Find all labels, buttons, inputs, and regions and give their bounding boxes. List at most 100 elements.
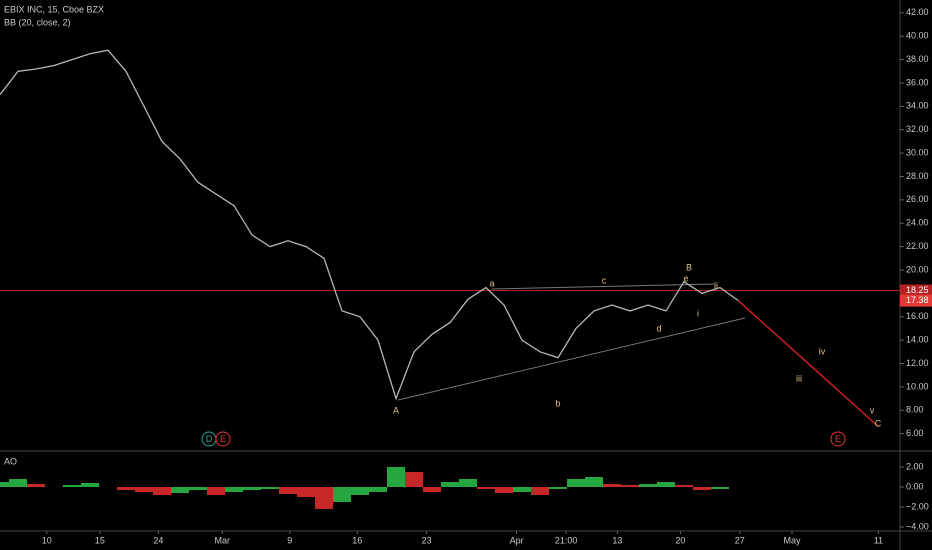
ao-bar [585, 477, 603, 487]
x-tick-label: Mar [215, 535, 231, 545]
marker-label: E [835, 434, 841, 444]
x-tick-label: Apr [510, 535, 524, 545]
ao-bar [9, 479, 27, 487]
trendline [491, 283, 716, 290]
y-tick-label: 42.00 [906, 7, 929, 17]
x-tick-label: 11 [874, 535, 883, 545]
y-tick-label: 36.00 [906, 77, 929, 87]
marker-label: D [206, 434, 213, 444]
wave-label: c [602, 275, 607, 285]
x-tick-label: 24 [153, 535, 163, 545]
ao-bar [441, 482, 459, 487]
ao-bar [225, 487, 243, 492]
y-tick-label: 38.00 [906, 54, 929, 64]
x-tick-label: 9 [287, 535, 292, 545]
y-tick-label: 20.00 [906, 264, 929, 274]
marker-circle [215, 431, 231, 447]
ao-bar [567, 479, 585, 487]
ao-bar [495, 487, 513, 493]
ao-bar [477, 487, 495, 489]
marker-label: E [220, 434, 226, 444]
ao-bar [63, 485, 81, 487]
chart-title: EBIX INC, 15, Cboe BZX [4, 4, 104, 14]
wave-label: a [489, 278, 494, 288]
wave-label: C [875, 418, 882, 428]
wave-label: ii [714, 280, 718, 290]
ao-bar [621, 485, 639, 487]
trendline [397, 317, 746, 401]
ao-bar [333, 487, 351, 502]
ao-bar [189, 487, 207, 490]
ao-bar [279, 487, 297, 494]
ao-bar [81, 483, 99, 487]
price-tag [900, 294, 932, 307]
ao-bar [531, 487, 549, 495]
y-tick-label: 16.00 [906, 311, 929, 321]
y-tick-label: 28.00 [906, 171, 929, 181]
y-tick-label: 30.00 [906, 147, 929, 157]
x-tick-label: 23 [422, 535, 432, 545]
wave-label: A [393, 405, 399, 415]
indicator-label: BB (20, close, 2) [4, 17, 71, 27]
wave-label: i [697, 308, 699, 318]
ao-bar [711, 487, 729, 489]
wave-label: iv [819, 346, 826, 356]
y-tick-label: 6.00 [906, 428, 924, 438]
x-tick-label: 15 [95, 535, 105, 545]
ao-bar [171, 487, 189, 493]
ao-label: AO [4, 456, 17, 466]
ao-bar [135, 487, 153, 492]
marker-circle [830, 431, 846, 447]
wave-label: d [656, 323, 661, 333]
y-tick-label: 12.00 [906, 358, 929, 368]
ao-bar [405, 472, 423, 487]
y-tick-label: 34.00 [906, 101, 929, 111]
level-label: 18.25 [906, 285, 929, 295]
ao-bar [117, 487, 135, 490]
wave-label: e [683, 273, 688, 283]
level-tag [900, 284, 932, 297]
x-tick-label: 27 [735, 535, 745, 545]
ao-bar [675, 485, 693, 487]
y-tick-label: 0.00 [906, 481, 924, 491]
y-tick-label: 22.00 [906, 241, 929, 251]
ao-bar [423, 487, 441, 492]
x-tick-label: 13 [612, 535, 622, 545]
ao-bar [657, 482, 675, 487]
ao-bar [351, 487, 369, 495]
wave-label: B [686, 262, 692, 272]
price-line [0, 49, 739, 401]
y-tick-label: 32.00 [906, 124, 929, 134]
x-tick-label: 21:00 [555, 535, 578, 545]
ao-bar [315, 487, 333, 509]
y-tick-label: −2.00 [906, 501, 929, 511]
x-tick-label: May [783, 535, 801, 545]
y-tick-label: −4.00 [906, 521, 929, 531]
ao-bar [693, 487, 711, 490]
wave-label: b [555, 398, 560, 408]
ao-bar [603, 484, 621, 487]
wave-label: iii [796, 373, 802, 383]
ao-bar [369, 487, 387, 492]
x-tick-label: 10 [42, 535, 52, 545]
ao-bar [297, 487, 315, 497]
y-tick-label: 8.00 [906, 405, 924, 415]
ao-bar [549, 487, 567, 489]
y-tick-label: 14.00 [906, 335, 929, 345]
wave-label: v [870, 405, 875, 415]
y-tick-label: 24.00 [906, 218, 929, 228]
x-tick-label: 20 [675, 535, 685, 545]
ao-bar [243, 487, 261, 490]
ao-bar [639, 484, 657, 487]
ao-bar [207, 487, 225, 495]
ao-bar [153, 487, 171, 495]
ao-bar [27, 484, 45, 487]
forecast-line [737, 299, 879, 428]
ao-bar [261, 487, 279, 489]
y-tick-label: 26.00 [906, 194, 929, 204]
y-tick-label: 2.00 [906, 461, 924, 471]
ao-bar [387, 467, 405, 487]
ao-bar [459, 479, 477, 487]
